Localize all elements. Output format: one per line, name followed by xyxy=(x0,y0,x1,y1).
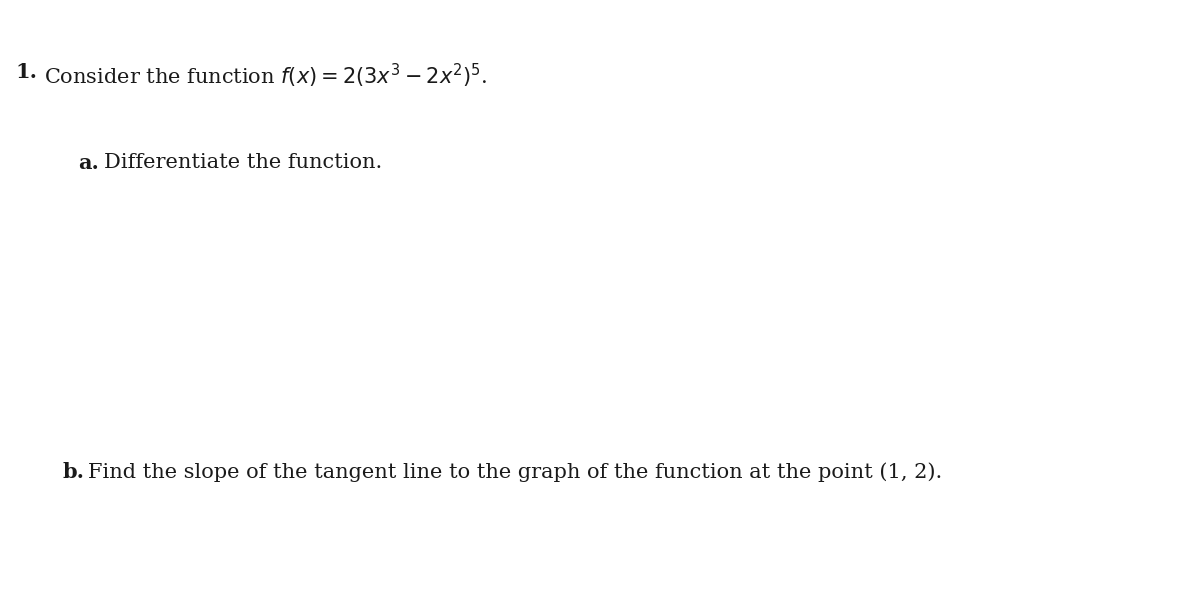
Text: 1.: 1. xyxy=(16,62,37,82)
Text: Consider the function $f(x) = 2(3x^3 - 2x^2)^5$.: Consider the function $f(x) = 2(3x^3 - 2… xyxy=(44,62,487,90)
Text: b.: b. xyxy=(62,462,84,482)
Text: Find the slope of the tangent line to the graph of the function at the point (1,: Find the slope of the tangent line to th… xyxy=(88,462,942,482)
Text: Differentiate the function.: Differentiate the function. xyxy=(104,153,383,172)
Text: a.: a. xyxy=(78,153,98,173)
